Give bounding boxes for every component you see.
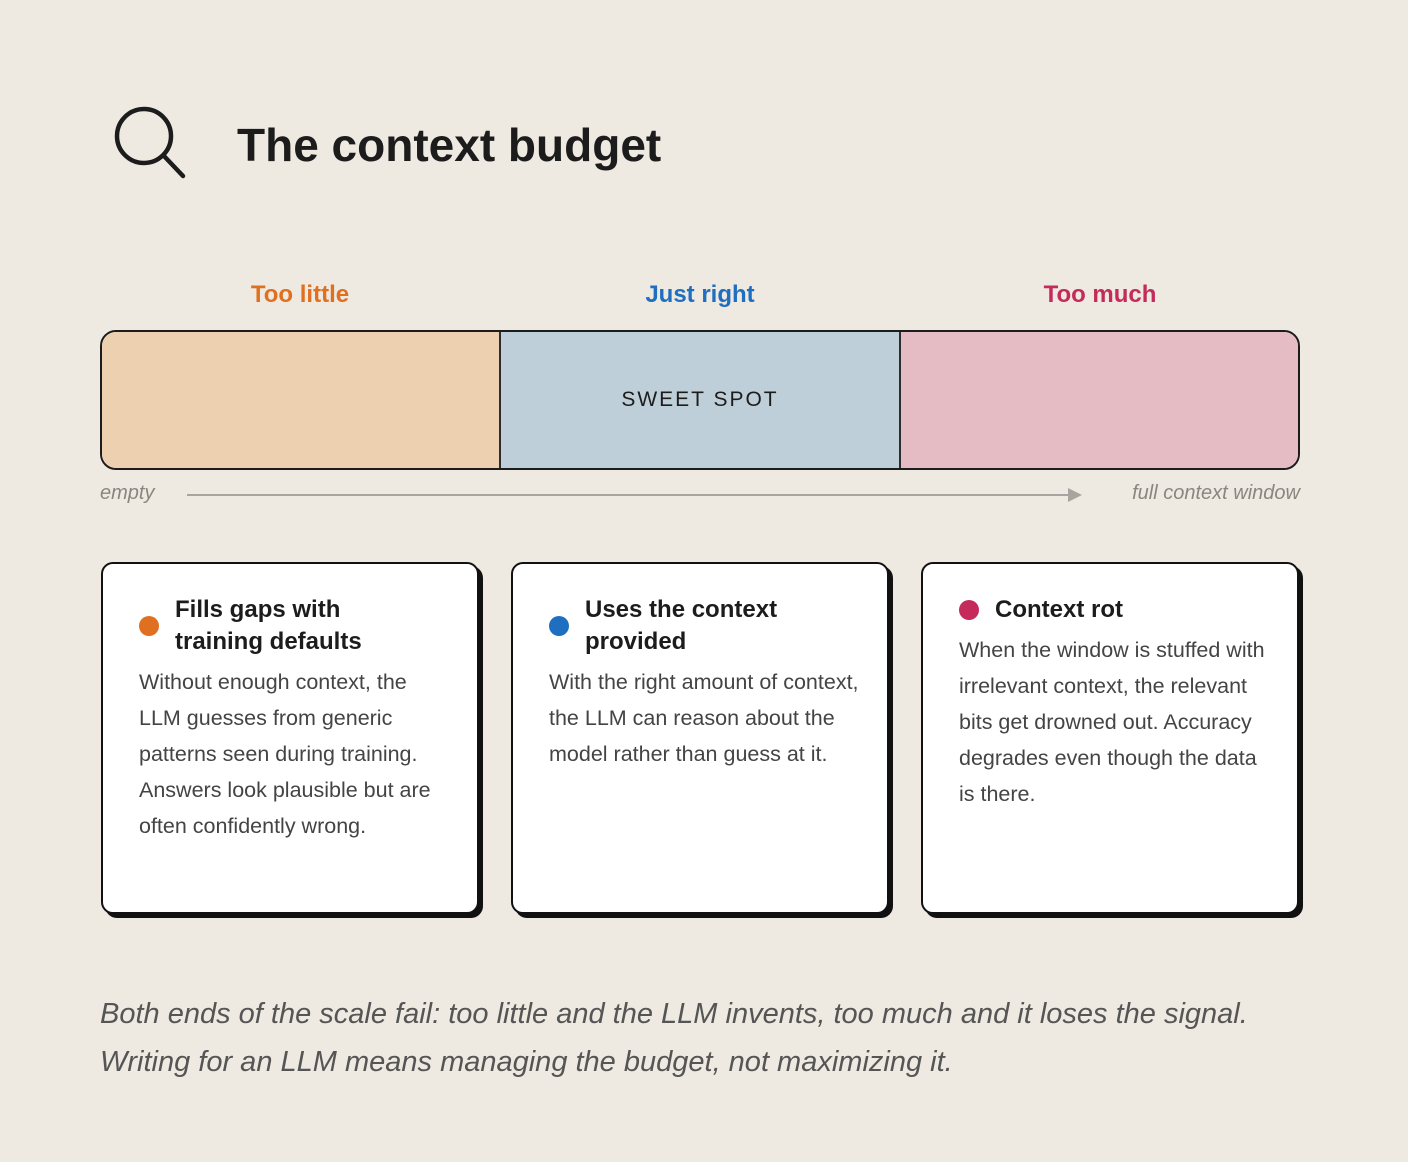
card-just-right: Uses the context provided With the right… <box>511 562 889 914</box>
card-title: Fills gaps with training defaults <box>175 596 362 655</box>
card-body: When the window is stuffed with irreleva… <box>959 638 1265 806</box>
zone-too-little <box>102 332 500 468</box>
card-too-little: Fills gaps with training defaults Withou… <box>101 562 479 914</box>
crimson-dot-icon <box>959 600 979 620</box>
card-body: Without enough context, the LLM guesses … <box>139 670 431 838</box>
card-title: Context rot <box>995 596 1123 623</box>
footer-note: Both ends of the scale fail: too little … <box>100 998 1248 1078</box>
zone-label-too-little: Too little <box>250 281 350 308</box>
zone-sweet-spot: SWEET SPOT <box>499 332 899 468</box>
header <box>112 106 188 182</box>
zone-too-much <box>898 332 1298 468</box>
card-title: Uses the context provided <box>585 596 778 655</box>
search-icon <box>114 106 186 179</box>
axis-start-label: empty <box>100 482 155 504</box>
page-title: The context budget <box>237 119 662 171</box>
context-scale-bar: SWEET SPOT <box>100 330 1300 470</box>
axis-arrow <box>187 488 1082 502</box>
blue-dot-icon <box>549 616 569 636</box>
axis-end-label: full context window <box>1132 482 1300 504</box>
card-body: With the right amount of context, the LL… <box>549 670 859 766</box>
zone-label-just-right: Just right <box>645 281 755 308</box>
orange-dot-icon <box>139 616 159 636</box>
card-too-much: Context rot When the window is stuffed w… <box>921 562 1299 914</box>
zone-label-too-much: Too much <box>1043 281 1157 308</box>
